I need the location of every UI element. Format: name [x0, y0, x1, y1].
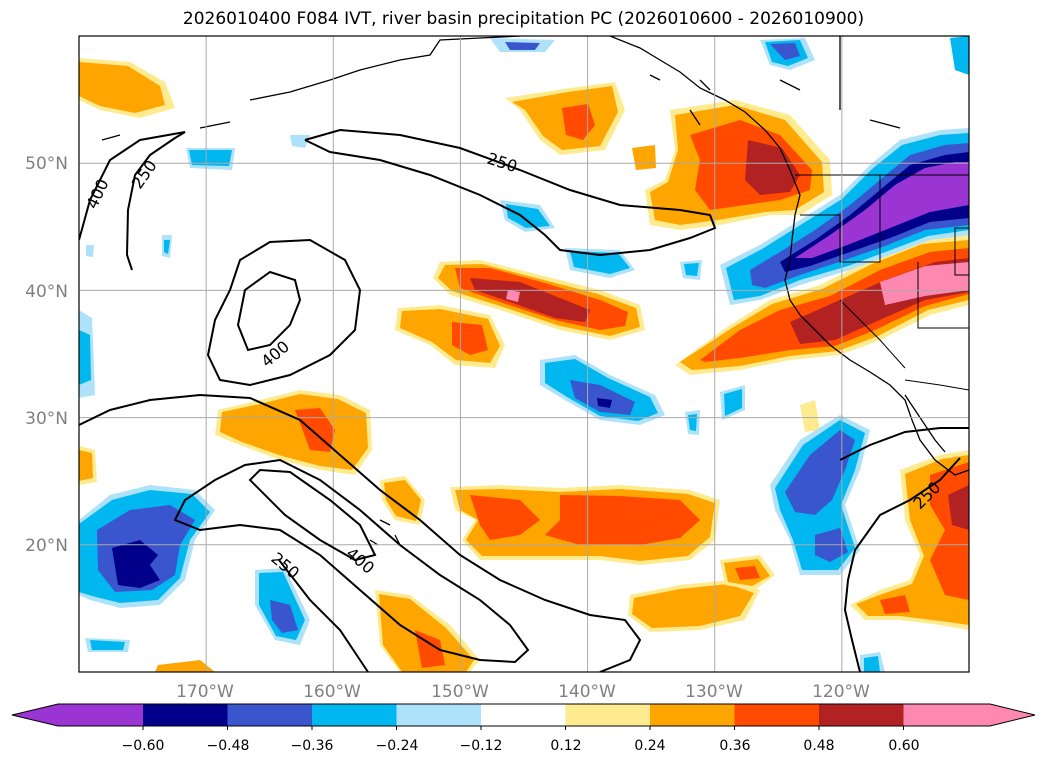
colorbar-segment — [903, 704, 990, 726]
colorbar — [11, 703, 1036, 730]
ivt-contours — [79, 128, 969, 672]
colorbar-segment — [565, 704, 650, 726]
colorbar-segment — [819, 704, 904, 726]
map-frame — [78, 35, 970, 673]
colorbar-tick-label: −0.36 — [291, 738, 334, 754]
lon-label: 120°W — [812, 682, 870, 702]
ivt-contour-400-south — [173, 458, 530, 664]
colorbar-segment — [58, 704, 143, 726]
lon-label: 160°W — [303, 682, 361, 702]
lat-label: 50°N — [25, 154, 68, 174]
colorbar-segment — [143, 704, 228, 726]
colorbar-segment — [734, 704, 819, 726]
longitude-labels: 170°W 160°W 150°W 140°W 130°W 120°W — [176, 682, 870, 702]
colorbar-segment — [227, 704, 312, 726]
colorbar-tick-label: 0.36 — [719, 738, 750, 754]
colorbar-tick-label: −0.24 — [376, 738, 419, 754]
lon-label: 140°W — [558, 682, 616, 702]
ivt-contour-250-se — [839, 427, 969, 672]
colorbar-segment — [650, 704, 735, 726]
colorbar-segment — [312, 704, 397, 726]
borders — [795, 174, 969, 391]
colorbar-extend-min — [12, 704, 58, 726]
lat-label: 20°N — [25, 536, 68, 556]
colorbar-ticks: −0.60 −0.48 −0.36 −0.24 −0.12 0.12 0.24 … — [122, 738, 920, 754]
ivt-label: 250 — [485, 149, 520, 177]
colorbar-tick-label: 0.48 — [803, 738, 834, 754]
ivt-contour-250-sw — [278, 559, 369, 672]
positive-anomalies — [79, 58, 969, 672]
lat-label: 40°N — [25, 282, 68, 302]
colorbar-extend-max — [990, 704, 1035, 726]
lon-label: 130°W — [685, 682, 743, 702]
precipitation-pc-field — [79, 36, 969, 672]
lat-label: 30°N — [25, 409, 68, 429]
ivt-contour-250-main — [304, 128, 717, 257]
coastlines — [101, 36, 969, 546]
ivt-label: 400 — [82, 176, 112, 212]
ivt-contour-400-b — [236, 270, 302, 352]
ivt-contour-400-a — [206, 238, 362, 387]
lon-label: 170°W — [176, 682, 234, 702]
ivt-contour-250-south — [79, 393, 642, 672]
colorbar-tick-label: −0.48 — [207, 738, 250, 754]
ivt-contour-250-north — [79, 131, 186, 271]
colorbar-tick-label: −0.12 — [460, 738, 503, 754]
colorbar-outline — [11, 703, 1036, 727]
colorbar-tick-label: −0.60 — [122, 738, 165, 754]
colorbar-segment — [396, 704, 481, 726]
colorbar-segment — [481, 704, 566, 726]
map-title: 2026010400 F084 IVT, river basin precipi… — [182, 9, 865, 29]
colorbar-tick-label: 0.24 — [634, 738, 665, 754]
ivt-contour-400-inner — [248, 468, 377, 562]
colorbar-tick-label: 0.12 — [550, 738, 581, 754]
ivt-label: 400 — [257, 337, 293, 371]
latitude-labels: 50°N 40°N 30°N 20°N — [25, 154, 68, 556]
colorbar-tick-label: 0.60 — [888, 738, 919, 754]
lon-label: 150°W — [431, 682, 489, 702]
